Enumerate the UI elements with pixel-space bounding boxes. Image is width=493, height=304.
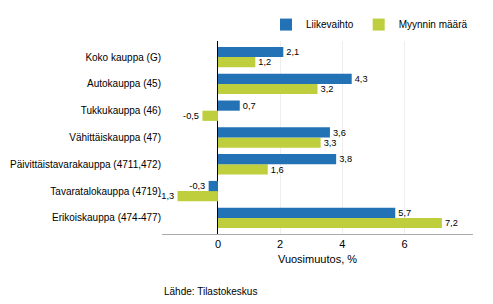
svg-text:3,2: 3,2 bbox=[321, 84, 334, 94]
svg-text:Vähittäiskauppa (47): Vähittäiskauppa (47) bbox=[69, 132, 161, 143]
svg-text:2,1: 2,1 bbox=[286, 47, 299, 57]
svg-text:Vuosimuutos, %: Vuosimuutos, % bbox=[278, 253, 357, 265]
svg-text:Koko kauppa (G): Koko kauppa (G) bbox=[85, 52, 161, 63]
svg-text:0,7: 0,7 bbox=[243, 101, 256, 111]
svg-text:Myynnin määrä: Myynnin määrä bbox=[399, 19, 468, 30]
svg-text:1,2: 1,2 bbox=[258, 57, 271, 67]
svg-text:-0,3: -0,3 bbox=[189, 181, 205, 191]
svg-text:3,8: 3,8 bbox=[339, 154, 352, 164]
svg-text:4,3: 4,3 bbox=[355, 74, 368, 84]
svg-text:Liikevaihto: Liikevaihto bbox=[306, 19, 354, 30]
svg-text:3,3: 3,3 bbox=[324, 138, 337, 148]
svg-text:Tavaratalokauppa (4719): Tavaratalokauppa (4719) bbox=[50, 186, 161, 197]
svg-text:2: 2 bbox=[277, 238, 283, 250]
svg-text:5,7: 5,7 bbox=[398, 208, 411, 218]
svg-text:4: 4 bbox=[339, 238, 345, 250]
svg-text:3,6: 3,6 bbox=[333, 128, 346, 138]
svg-text:-0,5: -0,5 bbox=[183, 111, 199, 121]
svg-text:Tukkukauppa (46): Tukkukauppa (46) bbox=[81, 105, 161, 116]
svg-text:Autokauppa (45): Autokauppa (45) bbox=[87, 78, 161, 89]
svg-text:7,2: 7,2 bbox=[445, 218, 458, 228]
svg-text:Päivittäistavarakauppa (4711,4: Päivittäistavarakauppa (4711,472) bbox=[10, 159, 161, 170]
svg-text:1,6: 1,6 bbox=[271, 165, 284, 175]
svg-text:Lähde: Tilastokeskus: Lähde: Tilastokeskus bbox=[164, 286, 257, 297]
svg-text:Erikoiskauppa (474-477): Erikoiskauppa (474-477) bbox=[52, 212, 161, 223]
svg-text:0: 0 bbox=[215, 238, 221, 250]
svg-text:6: 6 bbox=[402, 238, 408, 250]
svg-text:-1,3: -1,3 bbox=[158, 191, 174, 201]
